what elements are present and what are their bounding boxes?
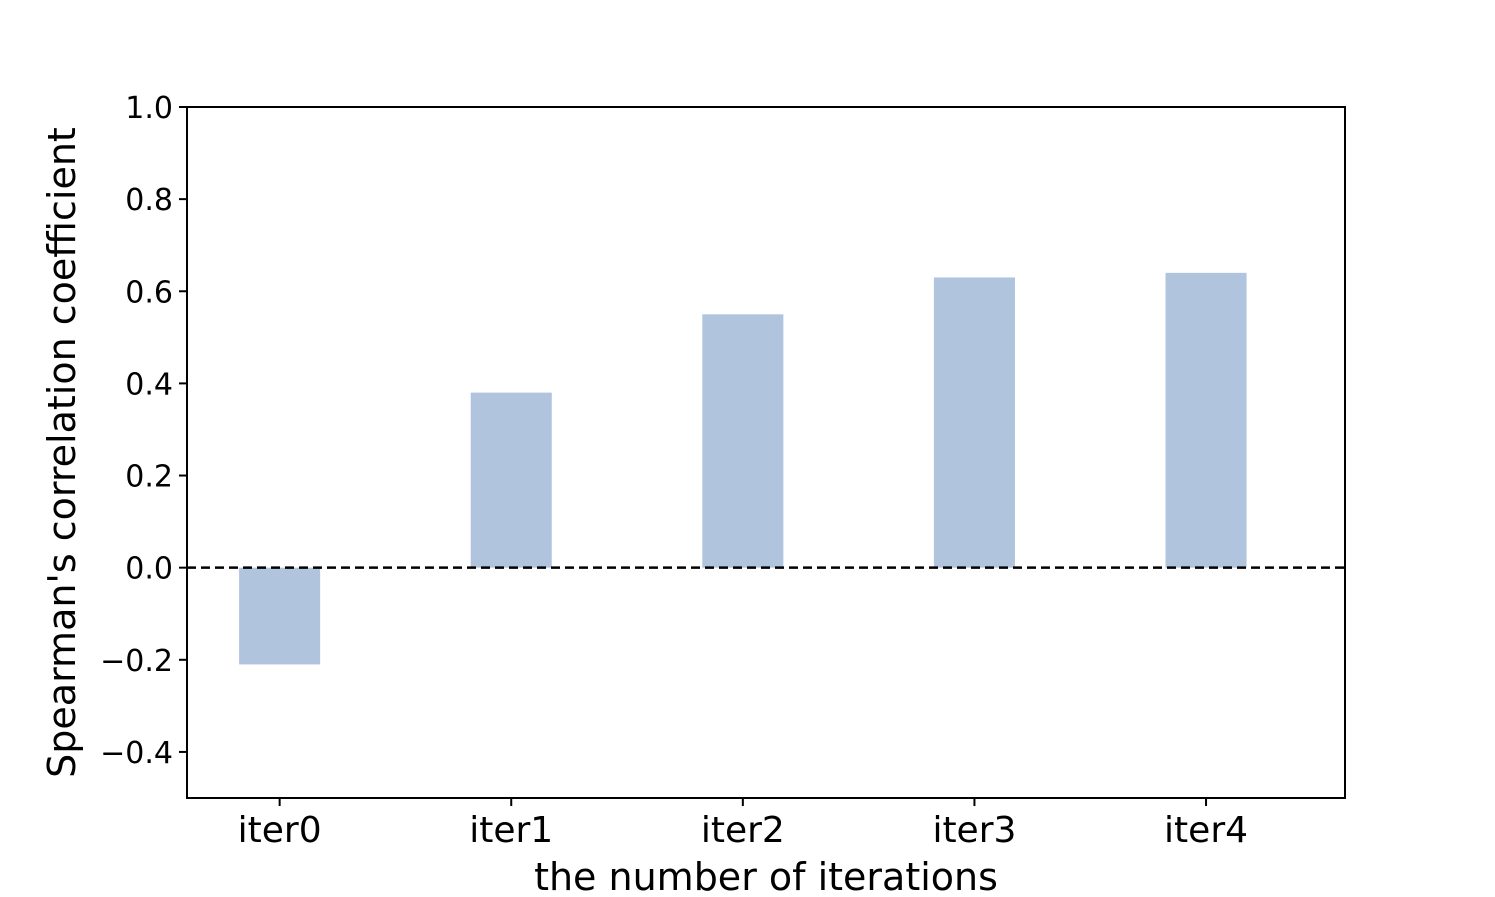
y-tick-label: 0.4 xyxy=(125,367,173,402)
x-axis-label: the number of iterations xyxy=(534,855,998,897)
y-tick-label: 0.6 xyxy=(125,275,173,310)
y-tick-label: 1.0 xyxy=(125,91,173,126)
bar-iter4 xyxy=(1165,272,1247,568)
y-tick-label: 0.2 xyxy=(125,460,173,495)
plot-area-frame xyxy=(186,106,1346,799)
y-tick-label: −0.2 xyxy=(100,644,173,679)
bars-group xyxy=(239,272,1247,665)
y-axis-ticks: −0.4 −0.2 0.0 0.2 0.4 0.6 0.8 1.0 xyxy=(100,91,187,771)
bar-iter2 xyxy=(702,314,784,568)
y-axis-label: Spearman's correlation coefficient xyxy=(40,127,84,778)
bar-iter3 xyxy=(933,277,1015,568)
x-tick-label: iter0 xyxy=(238,810,322,851)
bar-iter0 xyxy=(239,567,321,665)
y-tick-label: 0.0 xyxy=(125,552,173,587)
y-tick-label: 0.8 xyxy=(125,183,173,218)
x-tick-label: iter1 xyxy=(469,810,553,851)
bar-iter1 xyxy=(470,392,552,568)
x-axis-ticks: iter0 iter1 iter2 iter3 iter4 xyxy=(238,798,1248,851)
x-tick-label: iter4 xyxy=(1164,810,1248,851)
y-tick-label: −0.4 xyxy=(100,736,173,771)
x-tick-label: iter3 xyxy=(932,810,1016,851)
x-tick-label: iter2 xyxy=(701,810,785,851)
